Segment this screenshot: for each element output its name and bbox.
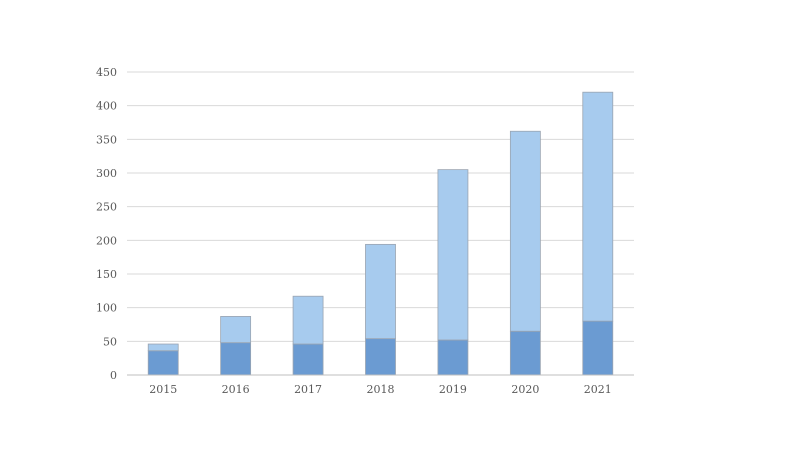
bar-segment-2016-series-1 — [220, 342, 252, 376]
y-tick-label: 250 — [96, 201, 117, 214]
y-tick-label: 100 — [96, 302, 117, 315]
x-tick-label: 2021 — [584, 383, 612, 396]
bar-segment-2020-series-1 — [509, 330, 541, 376]
bar-segment-2017-series-1 — [292, 343, 324, 376]
y-tick-label: 200 — [96, 234, 117, 247]
y-tick-label: 50 — [103, 335, 117, 348]
gridlines — [127, 71, 634, 342]
x-tick-label: 2018 — [367, 383, 395, 396]
y-tick-label: 300 — [96, 167, 117, 180]
x-tick-label: 2016 — [222, 383, 250, 396]
y-tick-label: 0 — [110, 369, 117, 382]
y-tick-label: 150 — [96, 268, 117, 281]
bar-segment-2020-series-2 — [509, 130, 541, 332]
bars — [147, 91, 614, 376]
bar-segment-2018-series-2 — [365, 243, 396, 340]
x-tick-label: 2019 — [439, 383, 467, 396]
bar-segment-2015-series-2 — [147, 343, 179, 352]
bar-segment-2016-series-2 — [220, 316, 252, 344]
bar-segment-2015-series-1 — [147, 350, 179, 376]
bar-segment-2017-series-2 — [292, 295, 324, 345]
bar-segment-2018-series-1 — [365, 338, 396, 376]
bar-segment-2019-series-2 — [437, 169, 469, 341]
y-tick-label: 450 — [96, 66, 117, 79]
bar-segment-2021-series-1 — [582, 320, 614, 376]
bar-segment-2021-series-2 — [582, 91, 614, 322]
y-tick-label: 350 — [96, 133, 117, 146]
y-tick-label: 400 — [96, 100, 117, 113]
x-tick-label: 2020 — [511, 383, 539, 396]
x-tick-label: 2015 — [149, 383, 177, 396]
bar-segment-2019-series-1 — [437, 339, 469, 376]
x-tick-label: 2017 — [294, 383, 322, 396]
x-axis: 2015 2016 2017 2018 2019 2020 2021 — [127, 374, 634, 396]
y-axis: 0 50 100 150 200 250 300 350 400 450 — [96, 66, 117, 382]
